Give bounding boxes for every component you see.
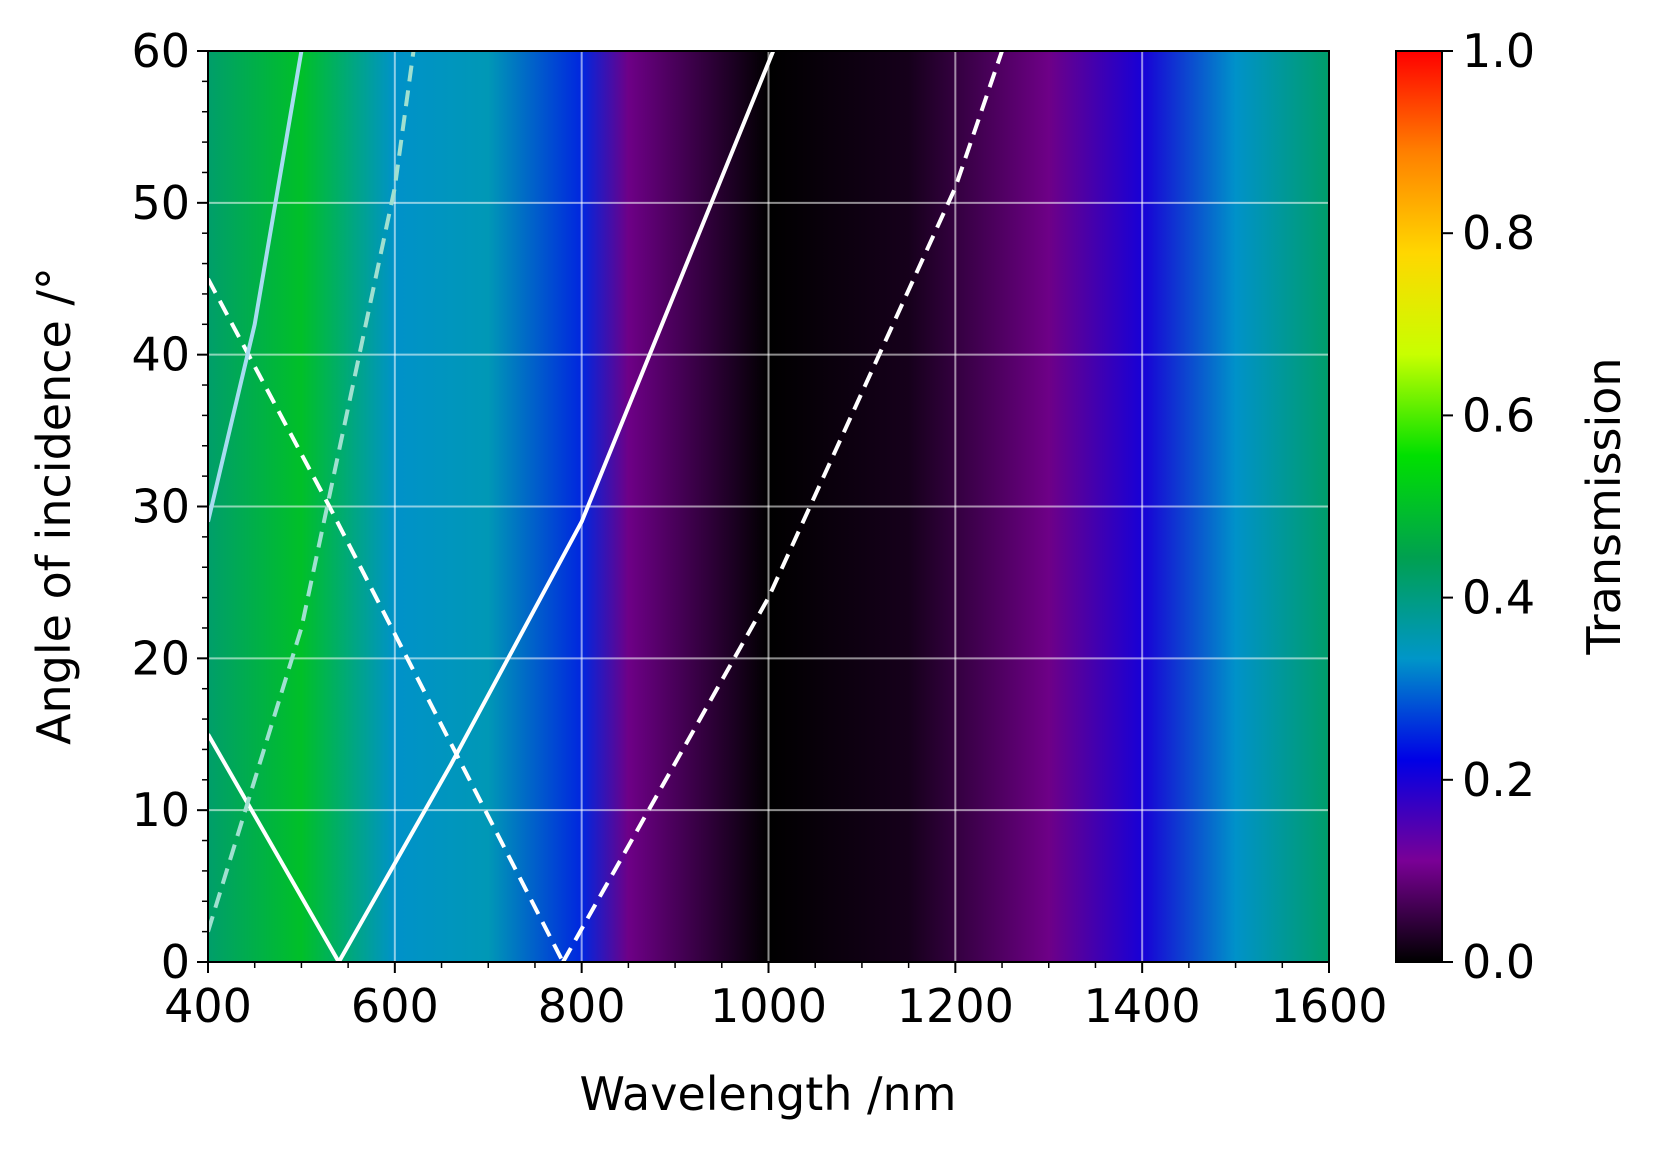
colorbar-tick-label: 0.8 xyxy=(1462,206,1535,260)
x-tick-label: 1200 xyxy=(897,979,1014,1033)
y-tick-label: 30 xyxy=(131,480,190,534)
colorbar-tick-label: 0.4 xyxy=(1462,571,1535,625)
x-tick-label: 1600 xyxy=(1270,979,1387,1033)
y-tick-label: 40 xyxy=(131,328,190,382)
y-axis-label: Angle of incidence /° xyxy=(27,267,81,745)
overlay-line-solid-4 xyxy=(208,51,304,523)
colorbar-axis: 0.0 0.2 0.4 0.6 0.8 1.0 xyxy=(1442,24,1535,989)
colorbar-tick-label: 1.0 xyxy=(1462,24,1535,78)
overlay-line-solid-0 xyxy=(208,733,341,962)
colorbar-tick-label: 0.2 xyxy=(1462,753,1535,807)
x-axis: 400 600 800 1000 1200 1400 1600 xyxy=(164,962,1388,1033)
y-tick-label: 0 xyxy=(161,935,190,989)
x-tick-label: 1000 xyxy=(710,979,827,1033)
overlay-line-solid-1 xyxy=(337,51,776,962)
overlay-lines xyxy=(208,51,1004,962)
overlay-line-dashed-3 xyxy=(561,51,1004,962)
y-tick-label: 50 xyxy=(131,176,190,230)
grid xyxy=(208,51,1329,962)
overlay-line-dashed-5 xyxy=(208,51,416,933)
y-tick-label: 10 xyxy=(131,783,190,837)
y-tick-label: 20 xyxy=(131,631,190,685)
colorbar-label: Transmission xyxy=(1577,357,1631,655)
colorbar-tick-label: 0.0 xyxy=(1462,935,1535,989)
x-tick-label: 800 xyxy=(538,979,626,1033)
colorbar-tick-label: 0.6 xyxy=(1462,388,1535,442)
x-tick-label: 600 xyxy=(351,979,439,1033)
colorbar xyxy=(1395,50,1443,963)
y-axis: 0 10 20 30 40 50 60 xyxy=(131,24,208,989)
y-tick-label: 60 xyxy=(131,24,190,78)
x-axis-label: Wavelength /nm xyxy=(580,1067,957,1121)
x-tick-label: 1400 xyxy=(1084,979,1201,1033)
x-tick-label: 400 xyxy=(164,979,252,1033)
